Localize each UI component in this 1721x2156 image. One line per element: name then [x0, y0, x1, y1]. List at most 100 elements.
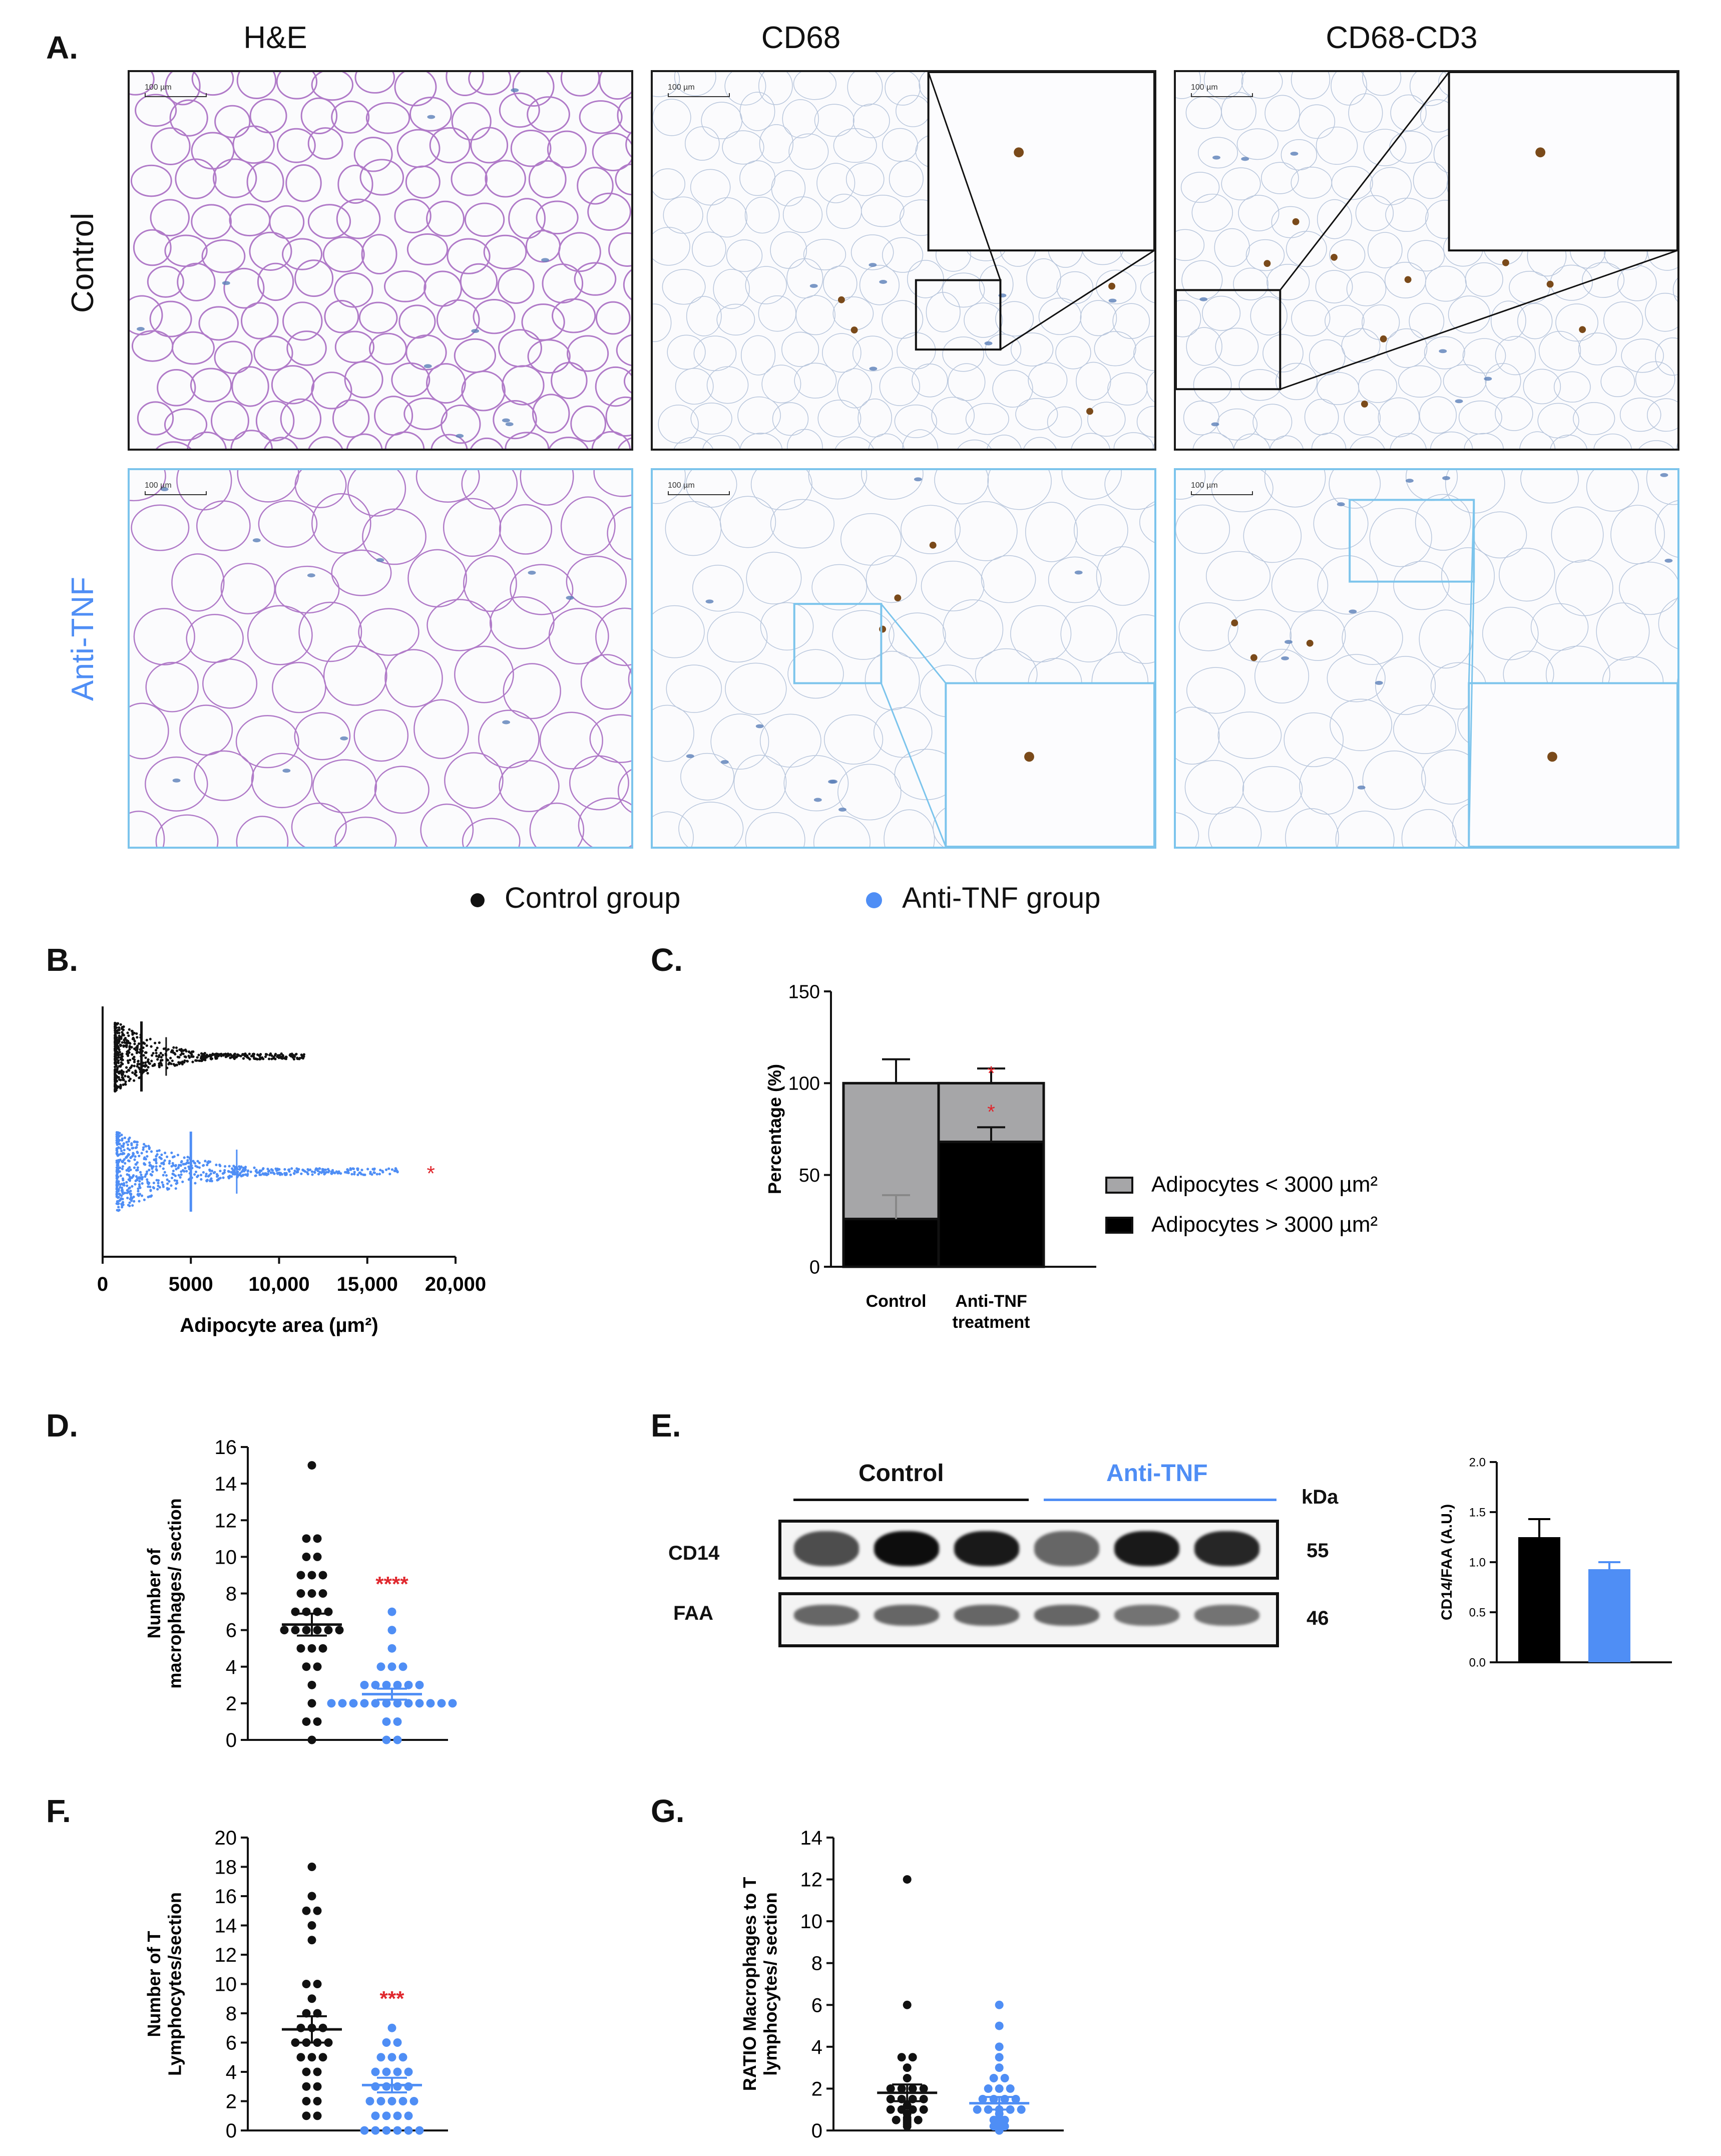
- b-point-control: [114, 1085, 117, 1088]
- b-point-anti_tnf: [129, 1190, 132, 1193]
- d-y-tick-label: 12: [215, 1510, 237, 1532]
- adipocyte-outline: [615, 163, 631, 196]
- b-point-anti_tnf: [119, 1153, 122, 1156]
- e-y-tick-label: 0.5: [1469, 1606, 1486, 1619]
- b-point-control: [122, 1033, 125, 1037]
- b-point-control: [151, 1064, 154, 1067]
- f-point-anti_tnf: [382, 2111, 391, 2120]
- adipocyte-outline: [130, 810, 165, 847]
- zoom-inset: [927, 72, 1154, 252]
- b-point-control: [118, 1048, 121, 1051]
- f-y-tick-label: 18: [215, 1857, 237, 1879]
- adipocyte-outline: [499, 504, 553, 555]
- adipocyte-outline: [1555, 303, 1598, 342]
- adipocyte-outline: [608, 232, 631, 267]
- nucleus: [1375, 680, 1383, 685]
- b-point-anti_tnf: [118, 1143, 121, 1146]
- adipocyte-outline: [374, 766, 429, 814]
- adipocyte-outline: [759, 713, 821, 768]
- b-point-anti_tnf: [362, 1173, 365, 1176]
- b-point-anti_tnf: [148, 1147, 151, 1150]
- b-point-anti_tnf: [123, 1149, 126, 1152]
- e-y-axis-title: CD14/FAA (A.U.): [1439, 1504, 1455, 1620]
- adipocyte-outline: [861, 470, 924, 500]
- adipocyte-outline: [592, 132, 631, 172]
- adipocyte-outline: [1193, 367, 1232, 404]
- b-point-anti_tnf: [125, 1169, 128, 1172]
- adipocyte-outline: [478, 709, 540, 769]
- b-point-anti_tnf: [318, 1167, 321, 1170]
- b-point-anti_tnf: [134, 1155, 137, 1158]
- b-point-anti_tnf: [366, 1168, 369, 1171]
- b-point-anti_tnf: [238, 1165, 241, 1168]
- b-point-anti_tnf: [313, 1171, 316, 1174]
- adipocyte-outline: [223, 267, 265, 309]
- g-point-anti_tnf: [984, 2084, 993, 2093]
- f-point-control: [302, 2097, 311, 2105]
- adipocyte-outline: [454, 645, 514, 703]
- adipocyte-outline: [1415, 494, 1471, 551]
- b-point-anti_tnf: [152, 1181, 156, 1185]
- b-point-anti_tnf: [121, 1137, 124, 1140]
- adipocyte-outline: [1430, 431, 1473, 449]
- adipocyte-outline: [625, 131, 631, 158]
- adipocyte-outline: [1221, 92, 1256, 131]
- nucleus: [1664, 558, 1673, 563]
- b-point-control: [117, 1061, 120, 1064]
- b-point-anti_tnf: [258, 1173, 261, 1176]
- b-point-control: [120, 1071, 123, 1074]
- adipocyte-outline: [1448, 295, 1491, 333]
- b-point-anti_tnf: [168, 1162, 171, 1165]
- tissue-drawing: [653, 470, 1154, 847]
- blot-group-line-control: [793, 1499, 1029, 1501]
- adipocyte-outline: [1385, 197, 1429, 232]
- b-point-control: [256, 1053, 259, 1056]
- adipocyte-outline: [353, 137, 393, 172]
- b-point-anti_tnf: [228, 1165, 231, 1168]
- b-point-control: [123, 1041, 126, 1044]
- adipocyte-outline: [291, 803, 347, 847]
- adipocyte-outline: [1176, 470, 1206, 500]
- adipocyte-outline: [1519, 431, 1556, 449]
- adipocyte-outline: [832, 610, 895, 660]
- adipocyte-outline: [529, 802, 585, 847]
- adipocyte-outline: [171, 331, 215, 365]
- adipocyte-outline: [987, 470, 1052, 510]
- adipocyte-outline: [1367, 232, 1403, 268]
- adipocyte-outline: [1362, 304, 1400, 340]
- b-point-control: [115, 1030, 118, 1033]
- adipocyte-outline: [1211, 470, 1273, 512]
- b-point-anti_tnf: [333, 1172, 336, 1175]
- b-point-anti_tnf: [360, 1169, 363, 1172]
- b-point-anti_tnf: [117, 1209, 120, 1212]
- adipocyte-outline: [1619, 398, 1661, 432]
- adipocyte-outline: [759, 124, 793, 164]
- d-point-control: [313, 1552, 322, 1561]
- adipocyte-outline: [874, 707, 933, 758]
- b-point-control: [114, 1075, 117, 1079]
- b-point-control: [133, 1031, 136, 1034]
- b-point-control: [114, 1037, 117, 1040]
- f-point-control: [302, 1906, 311, 1915]
- b-point-anti_tnf: [117, 1206, 120, 1209]
- adipocyte-outline: [803, 239, 846, 270]
- f-point-control: [318, 2023, 327, 2032]
- b-point-anti_tnf: [246, 1174, 249, 1177]
- adipocyte-outline: [1311, 433, 1347, 449]
- adipocyte-outline: [1227, 609, 1292, 662]
- b-point-anti_tnf: [135, 1141, 138, 1144]
- b-point-anti_tnf: [140, 1194, 144, 1197]
- b-point-anti_tnf: [187, 1165, 190, 1168]
- adipocyte-outline: [1329, 239, 1366, 271]
- nucleus: [1455, 399, 1463, 404]
- f-point-anti_tnf: [398, 2097, 407, 2105]
- adipocyte-outline: [617, 769, 631, 813]
- nucleus: [813, 798, 822, 802]
- adipocyte-outline: [1139, 501, 1154, 543]
- b-point-anti_tnf: [216, 1178, 219, 1181]
- adipocyte-outline: [164, 234, 208, 267]
- b-point-anti_tnf: [138, 1180, 141, 1183]
- adipocyte-outline: [269, 205, 305, 239]
- d-point-control: [313, 1626, 322, 1635]
- f-y-tick-label: 16: [215, 1886, 237, 1908]
